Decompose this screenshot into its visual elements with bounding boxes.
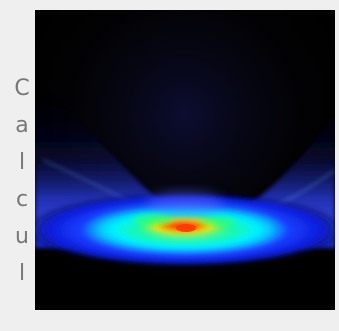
vertical-caption: C a l c u l: [10, 70, 34, 292]
caption-letter: C: [14, 76, 30, 101]
caption-letter: l: [18, 150, 26, 175]
simulation-image: [35, 10, 335, 310]
caption-letter: u: [15, 224, 29, 249]
caption-letter: a: [15, 113, 29, 138]
caption-letter: c: [15, 187, 29, 212]
caption-letter: l: [18, 261, 26, 286]
plume-visualization: [35, 10, 335, 310]
